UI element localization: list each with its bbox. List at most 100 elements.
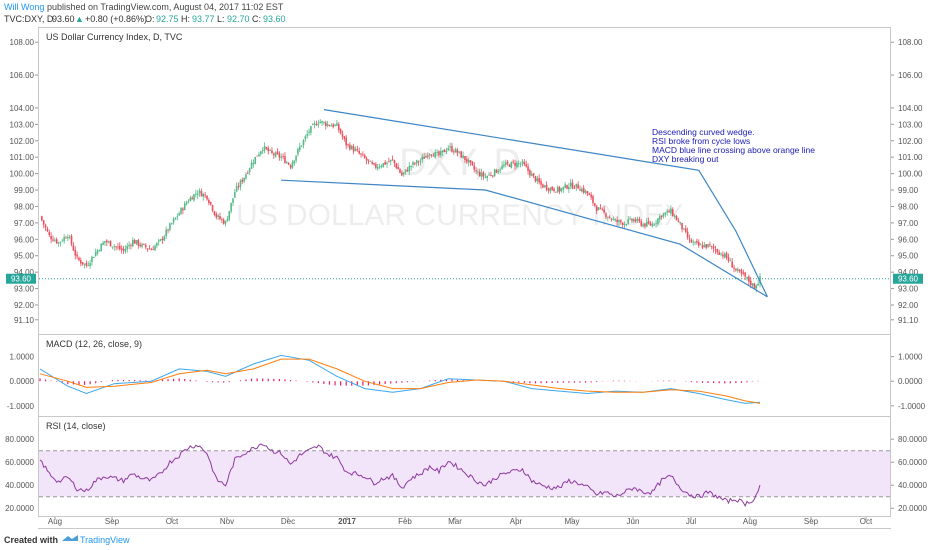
candle-body <box>226 218 229 222</box>
price-tick-label: 92.00 <box>898 301 919 310</box>
candle-body <box>93 256 95 258</box>
price-tick-label: 91.10 <box>14 316 35 325</box>
candle-body <box>551 186 553 190</box>
time-tick-label: Nov <box>220 517 234 526</box>
candle-body <box>308 131 310 133</box>
candle-body <box>165 229 167 237</box>
time-tick-label: Apr <box>510 517 523 526</box>
candle-body <box>529 170 531 176</box>
candle-body <box>141 243 143 247</box>
candle-body <box>605 213 607 218</box>
candle-body <box>692 241 694 243</box>
author-name[interactable]: Will Wong <box>4 2 44 12</box>
candle-body <box>384 161 386 165</box>
candle-body <box>228 210 231 220</box>
candle-body <box>54 240 56 242</box>
candle-body <box>581 188 583 192</box>
candle-body <box>106 240 108 243</box>
candle-body <box>393 160 396 164</box>
price-tick-label: 98.00 <box>14 202 35 211</box>
candle-body <box>143 243 145 245</box>
candle-body <box>714 249 717 251</box>
candle-body <box>311 124 314 126</box>
candle-body <box>478 171 481 177</box>
candle-body <box>345 137 347 146</box>
candle-body <box>467 160 470 163</box>
candle-body <box>497 171 500 172</box>
candle-body <box>408 166 411 172</box>
price-tick-label: 92.00 <box>14 301 35 310</box>
last-price-label-left: 93.60 <box>11 275 32 284</box>
candles <box>41 119 761 293</box>
candle-body <box>180 208 182 214</box>
candle-body <box>247 173 249 174</box>
tradingview-brand[interactable]: TradingView <box>80 535 130 545</box>
candle-body <box>161 238 164 241</box>
candle-body <box>547 188 550 191</box>
candle-body <box>616 219 618 222</box>
candle-body <box>304 136 307 140</box>
wedge-trendlines <box>281 109 768 298</box>
candle-body <box>397 166 399 170</box>
candle-body <box>334 124 336 126</box>
candle-body <box>644 223 646 227</box>
candle-body <box>447 148 450 150</box>
candle-body <box>96 250 99 254</box>
candle-body <box>115 246 117 248</box>
candle-body <box>655 222 657 224</box>
candle-body <box>568 186 570 190</box>
candle-body <box>705 244 707 248</box>
candle-body <box>363 155 366 159</box>
candle-body <box>126 245 129 250</box>
candle-body <box>755 285 758 289</box>
candle-body <box>486 176 489 179</box>
candle-body <box>323 122 325 123</box>
candle-body <box>354 149 357 151</box>
candle-body <box>720 253 722 255</box>
candle-body <box>471 161 474 166</box>
candle-body <box>350 145 353 150</box>
candle-body <box>117 246 119 248</box>
candle-body <box>191 197 193 200</box>
candle-body <box>683 228 685 230</box>
price-tick-label: 108.00 <box>10 38 35 47</box>
candle-body <box>668 210 670 213</box>
close-value: 93.60 <box>263 14 286 24</box>
candle-body <box>217 215 219 217</box>
candle-body <box>731 261 733 268</box>
candle-body <box>488 174 490 176</box>
price-tick-label: 97.00 <box>14 219 35 228</box>
candle-body <box>55 239 58 244</box>
candle-body <box>380 165 383 168</box>
candle-body <box>748 276 750 282</box>
candle-body <box>83 263 86 265</box>
candle-body <box>243 177 245 182</box>
price-tick-label: 108.00 <box>898 38 923 47</box>
candle-body <box>124 249 127 252</box>
candle-body <box>237 186 240 188</box>
candle-body <box>449 146 451 148</box>
price-tick-label: 94.00 <box>14 268 35 277</box>
time-tick-label: Dec <box>281 517 295 526</box>
candle-body <box>42 220 45 225</box>
candle-body <box>122 248 125 251</box>
candle-body <box>417 161 420 163</box>
candle-body <box>503 164 505 167</box>
macd-tick-label: -1.0000 <box>7 402 35 411</box>
candle-body <box>85 262 88 266</box>
candle-body <box>646 221 648 227</box>
candle-body <box>690 239 693 243</box>
candle-body <box>597 207 600 211</box>
candle-body <box>688 238 691 240</box>
price-tick-label: 98.00 <box>898 202 919 211</box>
candle-body <box>430 154 433 156</box>
candle-body <box>89 263 91 266</box>
macd-pane-frame <box>38 334 891 417</box>
candle-body <box>603 209 605 213</box>
candle-body <box>189 197 192 201</box>
candle-body <box>664 212 667 215</box>
candle-body <box>512 161 514 163</box>
candle-body <box>577 184 579 189</box>
candle-body <box>371 162 373 164</box>
candle-body <box>230 202 232 212</box>
